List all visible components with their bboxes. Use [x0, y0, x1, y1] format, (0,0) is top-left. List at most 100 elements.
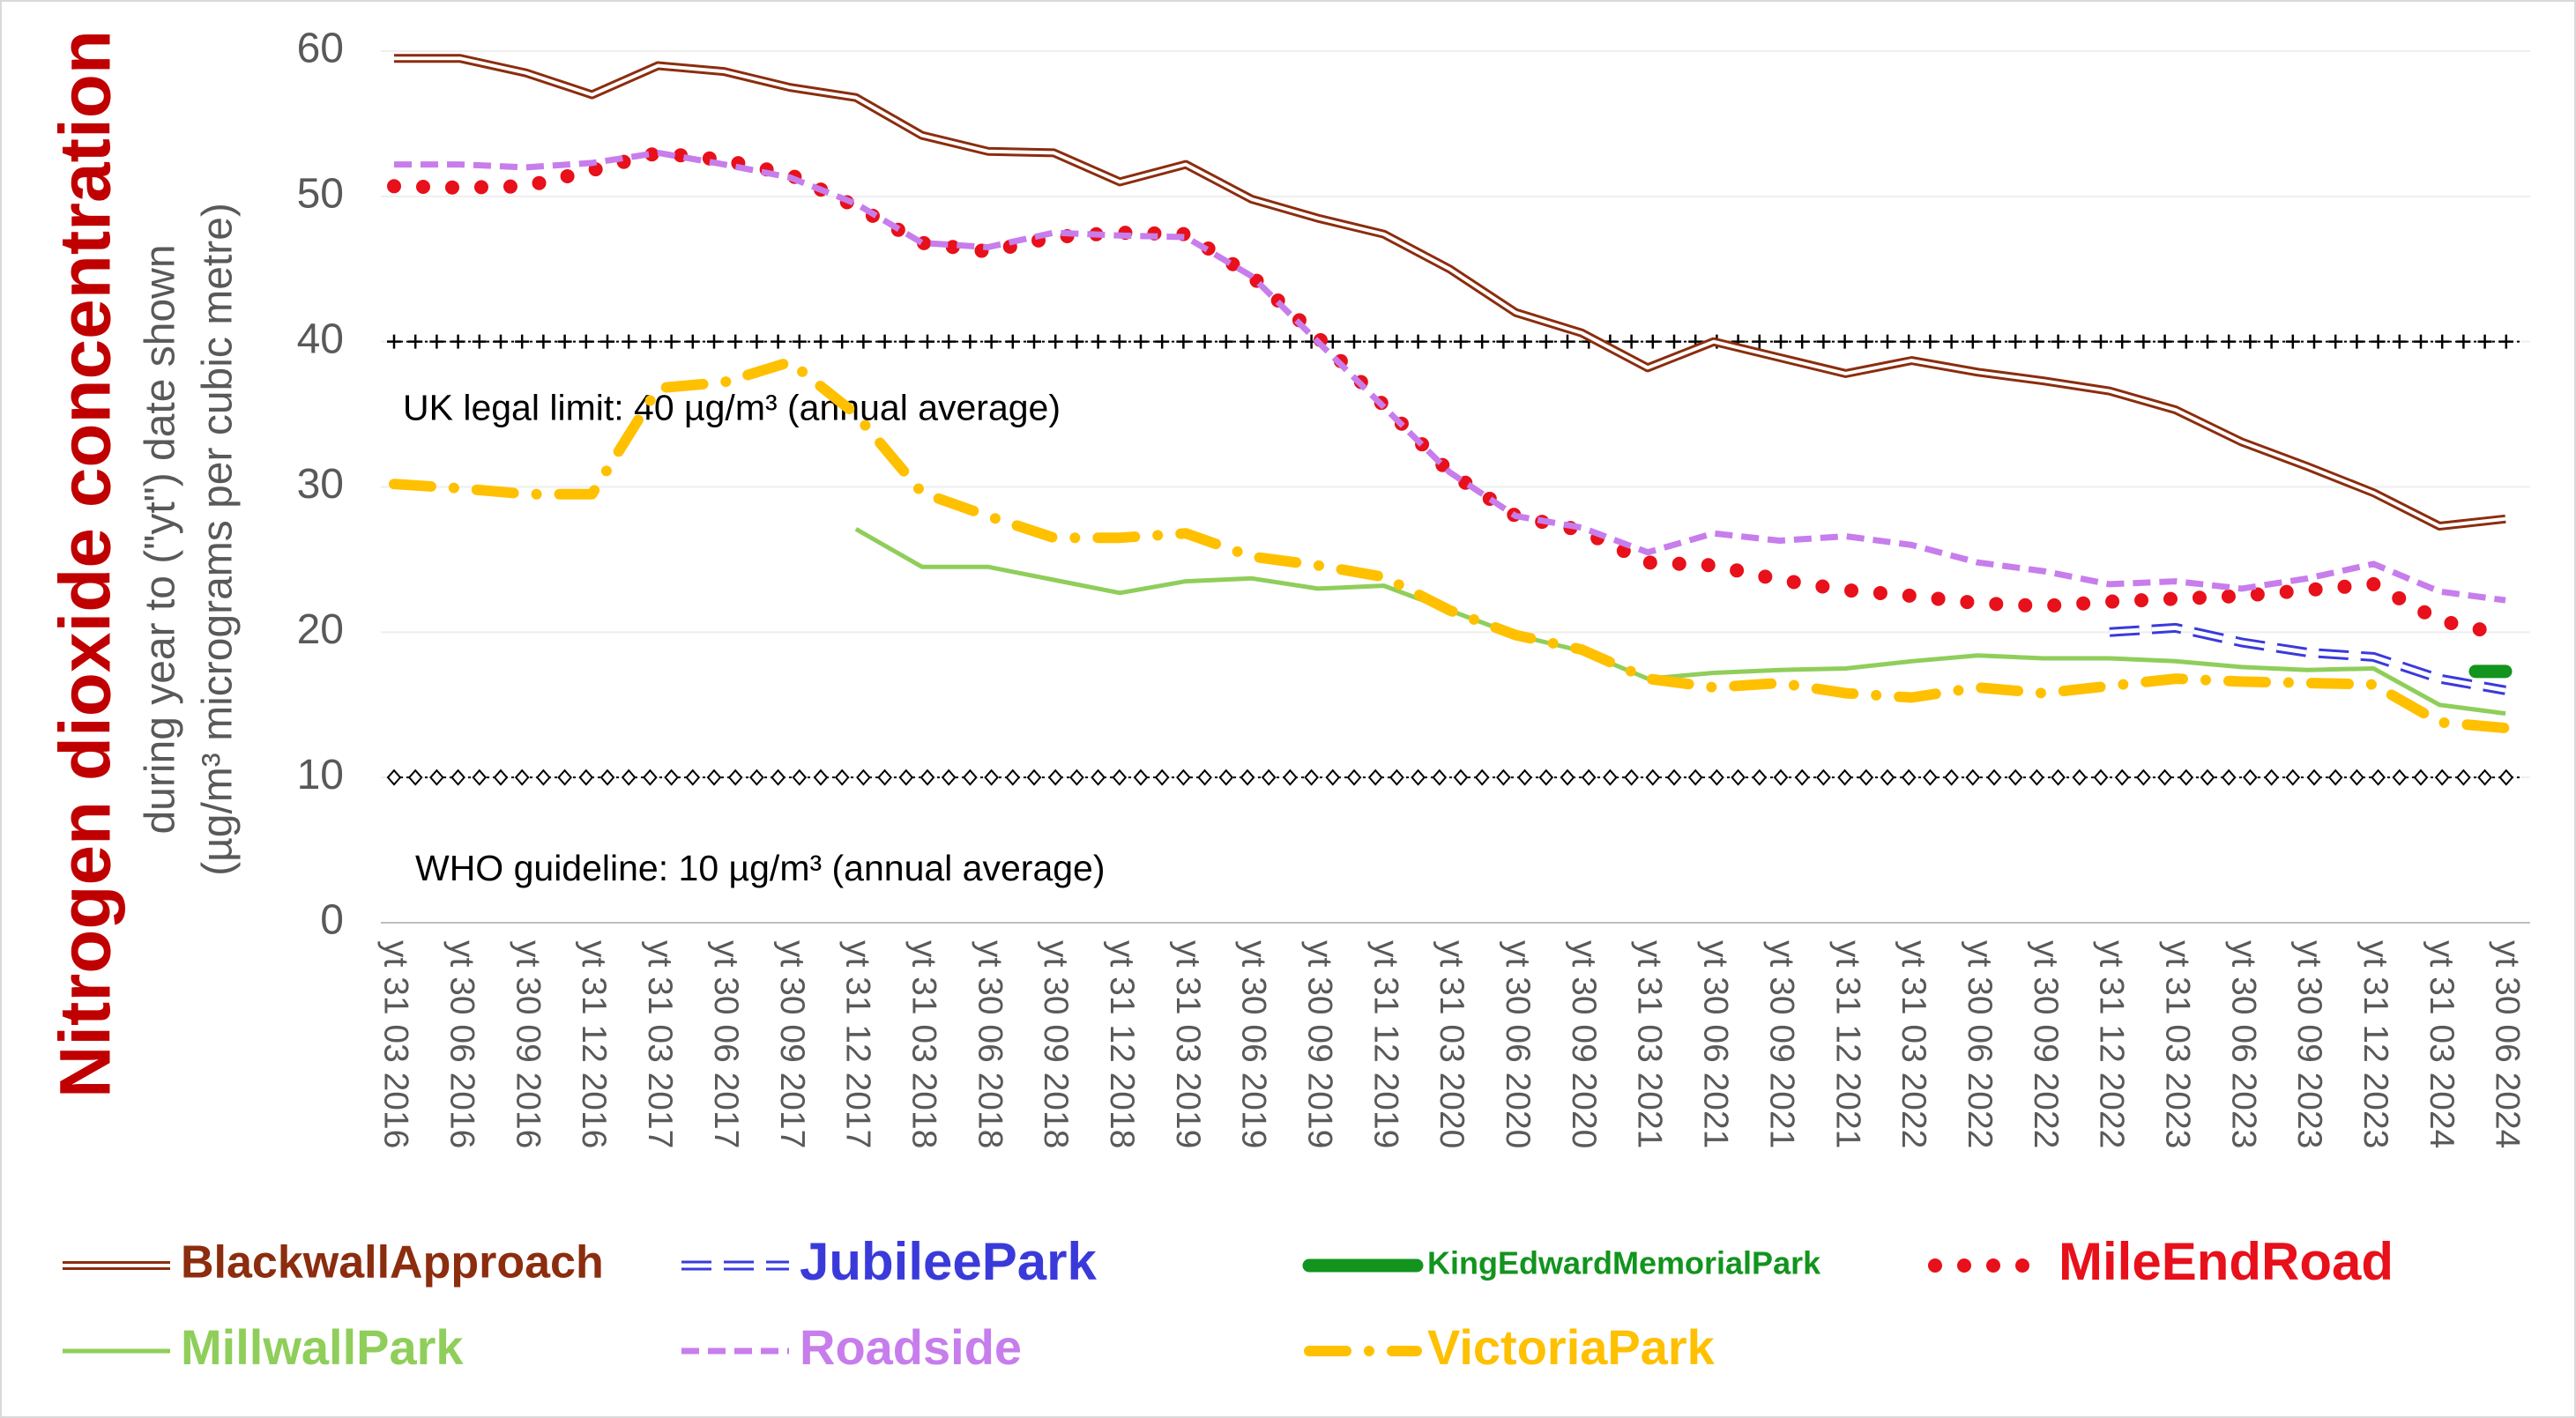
x-tick-label: yt 30 06 2019 [1235, 940, 1273, 1148]
x-tick-label: yt 30 09 2017 [773, 940, 811, 1148]
y-axis-subtitle: (µg/m³ micrograms per cubic metre) [195, 203, 242, 876]
legend-label: MillwallPark [181, 1319, 464, 1375]
plus-marker [856, 334, 871, 349]
diamond-marker [941, 768, 957, 786]
plus-marker [1005, 334, 1020, 349]
diamond-marker [2178, 768, 2194, 786]
plus-marker [1027, 334, 1041, 349]
plus-marker [2328, 334, 2343, 349]
x-tick-label: yt 31 12 2022 [2093, 940, 2131, 1148]
x-tick-label: yt 31 03 2016 [377, 940, 415, 1148]
plus-marker [2307, 334, 2321, 349]
diamond-marker [450, 768, 465, 786]
diamond-marker [1474, 768, 1490, 786]
series [854, 527, 2506, 716]
diamond-marker [1965, 768, 1981, 786]
line [394, 149, 2506, 604]
diamond-marker [1581, 768, 1597, 786]
y-tick-label: 10 [297, 752, 344, 798]
plus-marker [2498, 334, 2513, 349]
plus-marker [622, 334, 637, 349]
plus-marker [2094, 334, 2108, 349]
plus-marker [1283, 334, 1298, 349]
diamond-marker [749, 768, 764, 786]
line-inner [2109, 625, 2506, 693]
x-tick-label: yt 30 09 2020 [1565, 940, 1603, 1148]
plus-marker [1816, 334, 1831, 349]
x-tick-label: yt 30 09 2019 [1301, 940, 1339, 1148]
line [854, 527, 2506, 716]
plus-marker [2072, 334, 2087, 349]
plus-marker [707, 334, 721, 349]
plus-marker [2264, 334, 2279, 349]
legend-item: VictoriaPark [1304, 1319, 1716, 1375]
diamond-marker [2243, 768, 2258, 786]
diamond-marker [792, 768, 808, 786]
diamond-marker [1432, 768, 1448, 786]
plus-marker [1197, 334, 1212, 349]
y-axis-title: Nitrogen dioxide concentration [46, 30, 126, 1098]
x-tick-label: yt 31 12 2021 [1828, 940, 1866, 1148]
plus-marker [1923, 334, 1938, 349]
plus-marker [1432, 334, 1447, 349]
plus-marker [1752, 334, 1767, 349]
diamond-marker [1304, 768, 1319, 786]
plus-marker [2136, 334, 2151, 349]
plus-marker [2008, 334, 2023, 349]
diamond-marker [557, 768, 572, 786]
plus-marker [1496, 334, 1511, 349]
plus-marker [771, 334, 785, 349]
series [2109, 622, 2506, 695]
plus-marker [1517, 334, 1532, 349]
plus-marker [2285, 334, 2300, 349]
diamond-marker [386, 768, 402, 786]
x-tick-label: yt 30 06 2016 [443, 940, 481, 1148]
plus-marker [2371, 334, 2386, 349]
x-tick-label: yt 30 06 2022 [1961, 940, 1999, 1148]
plus-marker [2051, 334, 2066, 349]
reference-markers [386, 768, 2514, 786]
plus-marker [494, 334, 508, 349]
plus-marker [898, 334, 913, 349]
x-tick-label: yt 30 09 2022 [2027, 940, 2065, 1148]
x-tick-label: yt 31 12 2016 [575, 940, 613, 1148]
diamond-marker [1538, 768, 1554, 786]
legend-label: Roadside [800, 1319, 1022, 1375]
legend-label: BlackwallApproach [181, 1237, 604, 1288]
diamond-marker [643, 768, 658, 786]
plus-marker [920, 334, 934, 349]
diamond-marker [1773, 768, 1789, 786]
diamond-marker [2114, 768, 2130, 786]
plus-marker [387, 334, 401, 349]
diamond-marker [1176, 768, 1191, 786]
plus-marker [536, 334, 551, 349]
legend-item: Roadside [681, 1319, 1022, 1375]
x-tick-label: yt 31 03 2022 [1895, 940, 1932, 1148]
series [389, 356, 2511, 734]
diamond-marker [536, 768, 551, 786]
diamond-marker [2221, 768, 2237, 786]
diamond-marker [621, 768, 637, 786]
diamond-marker [984, 768, 999, 786]
diamond-marker [1752, 768, 1768, 786]
diamond-marker [685, 768, 701, 786]
diamond-marker [1624, 768, 1639, 786]
plus-marker [1645, 334, 1660, 349]
plus-marker [2243, 334, 2258, 349]
plus-marker [450, 334, 465, 349]
diamond-marker [1411, 768, 1426, 786]
plus-marker [728, 334, 743, 349]
x-tick-label: yt 30 06 2020 [1499, 940, 1537, 1148]
diamond-marker [2072, 768, 2088, 786]
diamond-marker [407, 768, 423, 786]
plus-marker [1454, 334, 1468, 349]
diamond-marker [2327, 768, 2343, 786]
series [394, 54, 2506, 531]
plus-marker [1176, 334, 1191, 349]
diamond-marker [2007, 768, 2023, 786]
diamond-marker [2306, 768, 2322, 786]
legend-label: JubileePark [800, 1232, 1097, 1291]
plus-marker [984, 334, 999, 349]
diamond-marker [1240, 768, 1255, 786]
